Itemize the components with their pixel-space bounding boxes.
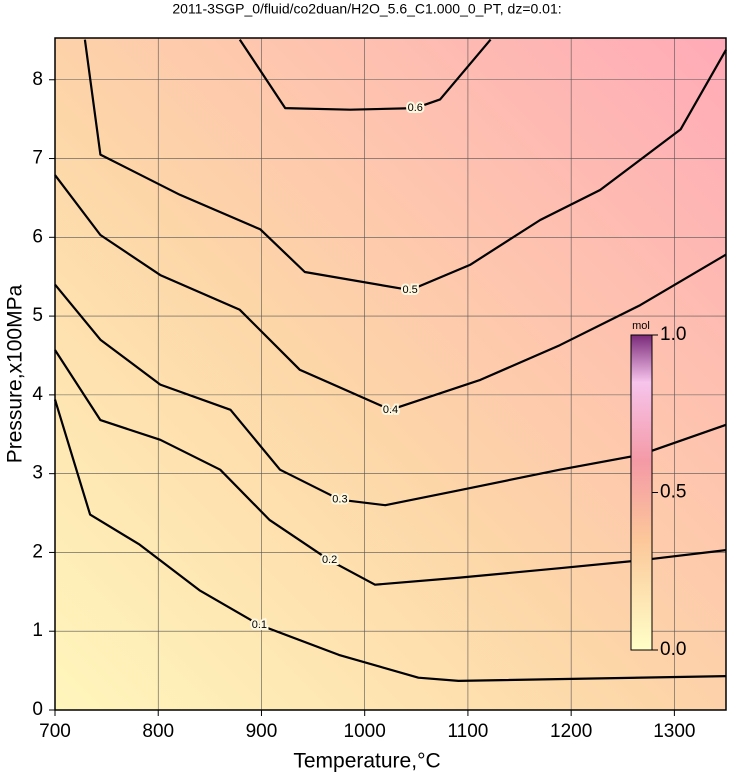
y-tick-label: 3: [32, 463, 43, 484]
colorbar-tick-label: 0.0: [660, 639, 686, 660]
contour-label: 0.1: [252, 619, 267, 631]
contour-label: 0.6: [408, 102, 423, 114]
x-tick-label: 1200: [550, 721, 592, 742]
plot-background: [55, 38, 726, 710]
contour-label: 0.3: [332, 494, 347, 506]
x-tick-label: 1000: [344, 721, 386, 742]
y-tick-label: 5: [32, 305, 43, 326]
contour-line: [238, 38, 492, 111]
y-tick-label: 0: [32, 699, 43, 720]
colorbar: [630, 334, 653, 651]
colorbar-tick-label: 1.0: [660, 324, 686, 345]
y-axis-label: Pressure,x100MPa: [4, 284, 27, 463]
x-tick-label: 1300: [653, 721, 695, 742]
x-tick-label: 700: [39, 721, 71, 742]
contour-line: [54, 174, 727, 411]
contour-line: [54, 349, 727, 586]
colorbar-tick-label: 0.5: [660, 482, 686, 503]
colorbar-label: mol: [632, 320, 650, 332]
y-tick-label: 2: [32, 541, 43, 562]
y-tick-label: 8: [32, 69, 43, 90]
contour-label: 0.5: [402, 284, 417, 296]
chart-title: 2011-3SGP_0/fluid/co2duan/H2O_5.6_C1.000…: [172, 1, 561, 17]
contour-label: 0.4: [383, 404, 398, 416]
y-tick-label: 6: [32, 226, 43, 247]
y-tick-label: 1: [32, 620, 43, 641]
plot-frame: [54, 37, 727, 711]
contour-line: [53, 399, 727, 683]
y-tick-label: 4: [32, 384, 43, 405]
x-axis-label: Temperature,°C: [293, 750, 440, 773]
contour-label: 0.2: [322, 554, 337, 566]
x-tick-label: 900: [246, 721, 278, 742]
contour-line: [83, 39, 727, 292]
x-tick-label: 800: [142, 721, 174, 742]
contour-line: [54, 283, 727, 507]
y-tick-label: 7: [32, 148, 43, 169]
x-tick-label: 1100: [447, 721, 488, 742]
